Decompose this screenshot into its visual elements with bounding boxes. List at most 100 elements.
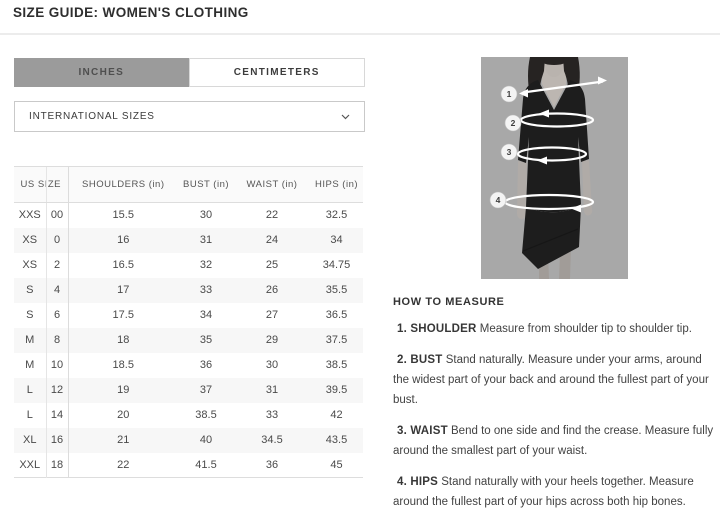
size-table-body: XXS 00 15.5 30 22 32.5 XS 0 16 31 24 34 XS 2 16.5 32 25 3… (14, 202, 364, 478)
svg-text:1: 1 (506, 89, 511, 99)
cell-bust: 38.5 (195, 409, 217, 421)
header-waist: WAIST (in) (234, 166, 311, 203)
cell-size: XS (14, 252, 47, 278)
table-row: M 10 18.5 36 30 38.5 (14, 352, 363, 378)
cell-waist: 31 (265, 384, 279, 396)
header-us-size: US SIZE (14, 166, 69, 203)
tab-inches[interactable]: INCHES (14, 58, 189, 87)
cell-hips: 34 (330, 234, 343, 246)
cell-size: L (14, 402, 47, 428)
how-to-measure-panel: 1 2 3 4 HOW TO MEASURE 1. SHOULDER Measu… (393, 44, 715, 512)
chevron-down-icon (341, 114, 350, 119)
cell-us: 8 (46, 327, 69, 353)
table-row: S 6 17.5 34 27 36.5 (14, 302, 363, 328)
cell-shoulders: 15.5 (112, 209, 134, 222)
cell-us: 16 (46, 427, 69, 453)
cell-bust: 30 (199, 209, 213, 222)
cell-shoulders: 17 (117, 284, 130, 296)
cell-hips: 39.5 (325, 384, 348, 396)
cell-hips: 36.5 (325, 309, 348, 321)
svg-text:4: 4 (495, 195, 500, 205)
cell-us: 00 (46, 202, 69, 228)
measure-item-label: 2. BUST (397, 354, 443, 366)
cell-bust: 40 (199, 434, 213, 446)
cell-hips: 43.5 (325, 434, 348, 446)
cell-us: 4 (46, 277, 69, 303)
tab-centimeters[interactable]: CENTIMETERS (188, 58, 365, 87)
cell-waist: 33 (265, 409, 279, 421)
cell-waist: 29 (265, 334, 279, 346)
measure-item: 3. WAIST Bend to one side and find the c… (393, 421, 715, 461)
cell-bust: 35 (199, 334, 213, 346)
cell-shoulders: 20 (117, 409, 130, 421)
international-sizes-dropdown[interactable]: INTERNATIONAL SIZES (14, 101, 365, 132)
measure-list: 1. SHOULDER Measure from shoulder tip to… (393, 319, 715, 512)
cell-bust: 41.5 (195, 458, 217, 471)
cell-waist: 27 (265, 309, 279, 321)
measure-item-label: 4. HIPS (397, 476, 439, 488)
measure-item-text: Stand naturally. Measure under your arms… (393, 354, 709, 406)
measurement-overlays (503, 76, 607, 213)
unit-tabs: INCHES CENTIMETERS (14, 58, 365, 87)
cell-us: 6 (46, 302, 69, 328)
marker-2-icon: 2 (504, 114, 521, 132)
cell-us: 14 (46, 402, 69, 428)
cell-bust: 36 (199, 359, 213, 371)
cell-shoulders: 17.5 (112, 309, 134, 321)
svg-text:3: 3 (506, 147, 511, 157)
cell-waist: 36 (265, 458, 279, 471)
cell-size: M (14, 352, 47, 378)
size-table: US SIZE SHOULDERS (in) BUST (in) WAIST (… (14, 166, 364, 478)
cell-us: 10 (46, 352, 69, 378)
cell-bust: 32 (199, 259, 213, 271)
marker-1-icon: 1 (500, 85, 517, 103)
cell-bust: 33 (199, 284, 213, 296)
table-row: XS 0 16 31 24 34 (14, 227, 364, 253)
cell-shoulders: 16 (117, 234, 130, 246)
cell-size: XXL (14, 452, 47, 478)
header-divider (0, 33, 720, 35)
measure-item-text: Bend to one side and find the crease. Me… (393, 425, 714, 457)
table-row: L 12 19 37 31 39.5 (14, 377, 364, 403)
measure-item: 1. SHOULDER Measure from shoulder tip to… (393, 319, 715, 339)
measure-item-label: 1. SHOULDER (397, 323, 477, 335)
header-bust: BUST (in) (178, 166, 235, 203)
cell-hips: 37.5 (325, 334, 348, 346)
cell-hips: 32.5 (325, 209, 348, 222)
cell-shoulders: 18.5 (112, 359, 134, 371)
cell-us: 0 (46, 227, 69, 253)
cell-waist: 26 (265, 284, 279, 296)
table-row: S 4 17 33 26 35.5 (14, 277, 364, 303)
cell-waist: 34.5 (261, 434, 283, 446)
how-to-measure-heading: HOW TO MEASURE (393, 296, 505, 308)
cell-size: XL (14, 427, 47, 453)
cell-size: M (14, 327, 47, 353)
cell-shoulders: 19 (117, 384, 130, 396)
cell-hips: 34.75 (322, 259, 351, 271)
cell-shoulders: 22 (117, 458, 130, 471)
table-row: M 8 18 35 29 37.5 (14, 327, 364, 353)
header-hips: HIPS (in) (310, 166, 364, 203)
cell-waist: 30 (265, 359, 279, 371)
svg-text:2: 2 (510, 118, 515, 128)
table-row: XXS 00 15.5 30 22 32.5 (14, 202, 363, 228)
cell-waist: 24 (265, 234, 279, 246)
cell-bust: 34 (199, 309, 213, 321)
page-title: SIZE GUIDE: WOMEN'S CLOTHING (13, 5, 249, 20)
table-row: XL 16 21 40 34.5 43.5 (14, 427, 364, 453)
cell-bust: 31 (199, 234, 213, 246)
measurement-figure: 1 2 3 4 (480, 55, 628, 279)
cell-hips: 35.5 (325, 284, 348, 296)
dropdown-value: INTERNATIONAL SIZES (29, 111, 155, 122)
measure-item: 2. BUST Stand naturally. Measure under y… (393, 350, 715, 410)
cell-us: 18 (46, 452, 69, 478)
cell-shoulders: 16.5 (112, 259, 134, 271)
cell-hips: 45 (330, 458, 343, 471)
table-row: XS 2 16.5 32 25 34.75 (14, 252, 363, 278)
cell-shoulders: 21 (117, 434, 130, 446)
cell-bust: 37 (199, 384, 213, 396)
marker-3-icon: 3 (500, 143, 517, 161)
cell-waist: 25 (265, 259, 279, 271)
cell-size: XS (14, 227, 47, 253)
marker-4-icon: 4 (489, 191, 506, 209)
